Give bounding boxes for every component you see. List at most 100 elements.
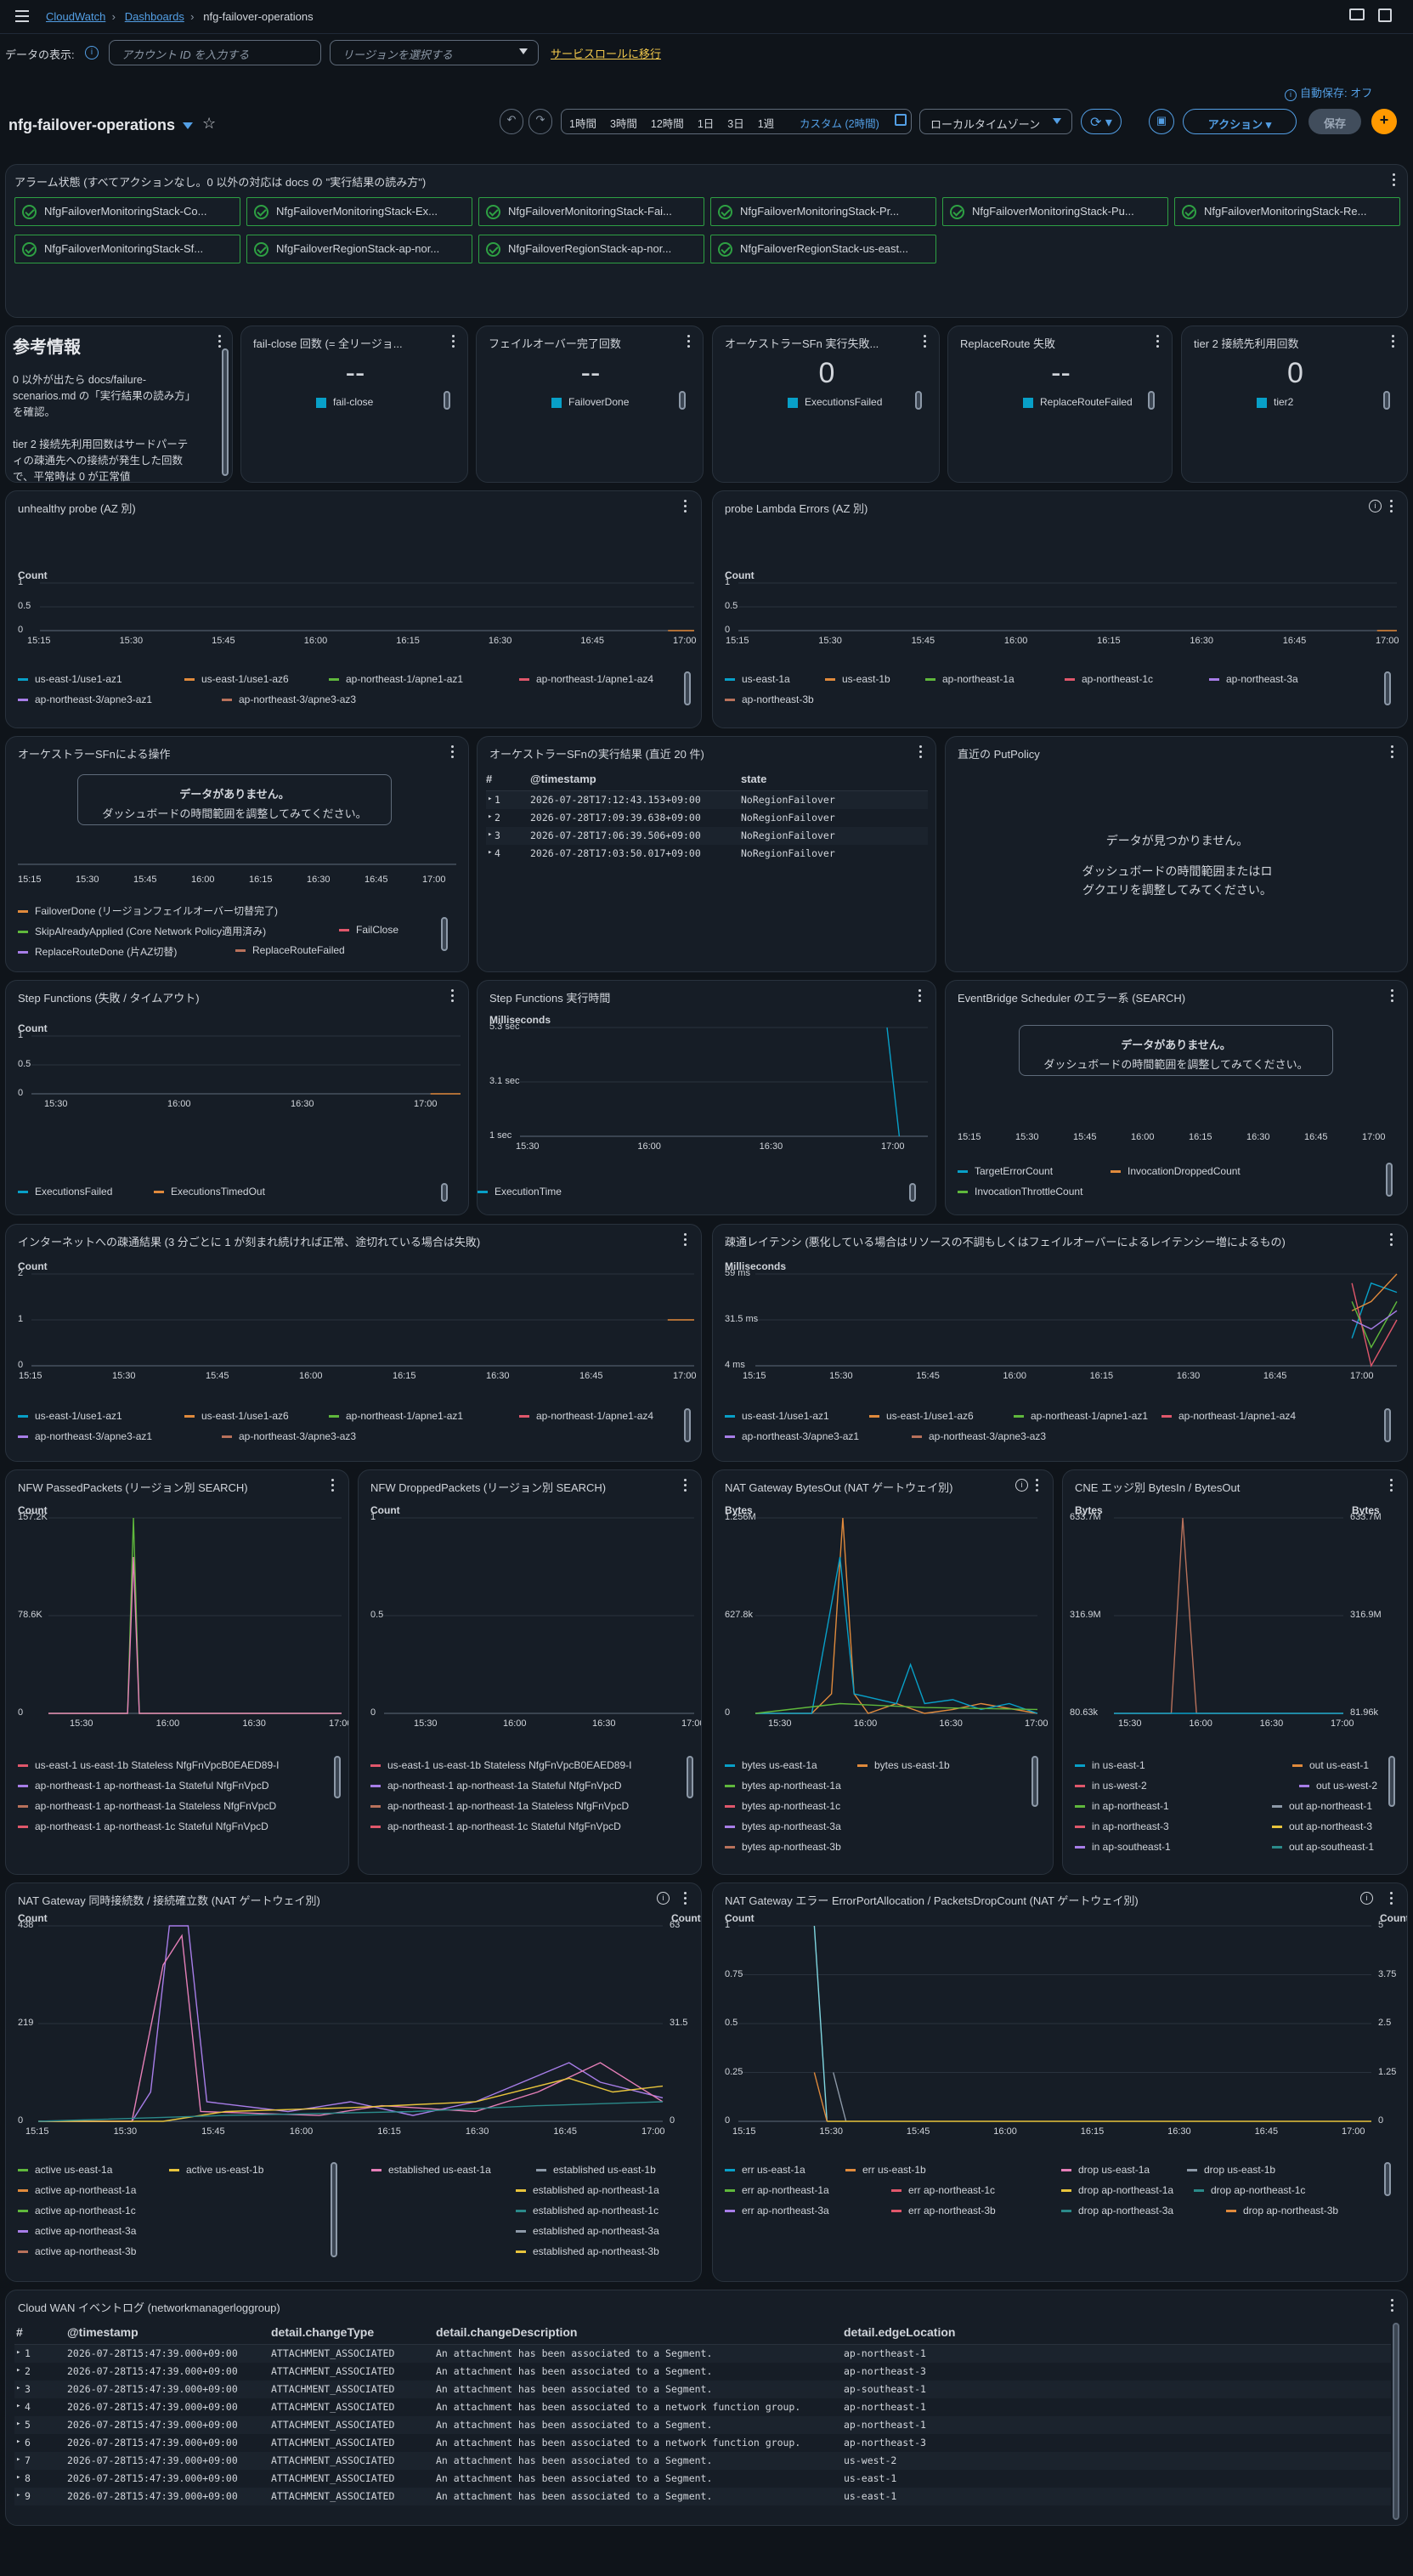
legend-item[interactable]: out ap-southeast-1: [1272, 1841, 1374, 1853]
legend-item[interactable]: err us-east-1b: [845, 2164, 926, 2176]
column-header[interactable]: #: [16, 2325, 23, 2339]
legend-item[interactable]: us-east-1/use1-az6: [184, 1410, 289, 1422]
scrollbar[interactable]: [1388, 1756, 1395, 1807]
legend-item[interactable]: established ap-northeast-3b: [516, 2245, 659, 2257]
legend-item[interactable]: in ap-northeast-1: [1075, 1800, 1169, 1812]
column-header[interactable]: detail.edgeLocation: [844, 2325, 956, 2339]
dashboard-switch-caret-icon[interactable]: [183, 122, 193, 134]
legend-item[interactable]: active ap-northeast-3b: [18, 2245, 136, 2257]
legend-item[interactable]: bytes us-east-1b: [857, 1759, 950, 1771]
alarm-item[interactable]: NfgFailoverRegionStack-us-east...: [710, 235, 936, 263]
full-screen-button[interactable]: ▣: [1149, 109, 1174, 134]
widget-menu-icon[interactable]: [924, 335, 927, 348]
legend-item[interactable]: ReplaceRouteDone (片AZ切替): [18, 944, 177, 959]
table-row[interactable]: ▸ 1 2026-07-28T15:47:39.000+09:00 ATTACHMEN…: [14, 2345, 1391, 2363]
legend-item[interactable]: active us-east-1b: [169, 2164, 263, 2176]
table-row[interactable]: ▸ 6 2026-07-28T15:47:39.000+09:00 ATTACHMEN…: [14, 2434, 1391, 2452]
table-row[interactable]: ▸ 7 2026-07-28T15:47:39.000+09:00 ATTACHMEN…: [14, 2452, 1391, 2470]
table-row[interactable]: ▸ 4 2026-07-28T15:47:39.000+09:00 ATTACHMEN…: [14, 2398, 1391, 2416]
legend-item[interactable]: ap-northeast-1c: [1065, 673, 1153, 685]
widget-menu-icon[interactable]: [331, 1479, 335, 1492]
legend-item[interactable]: ap-northeast-1a: [925, 673, 1015, 685]
legend-item[interactable]: err ap-northeast-1a: [725, 2184, 829, 2196]
expand-row-icon[interactable]: ▸: [16, 2455, 21, 2464]
alarm-item[interactable]: NfgFailoverMonitoringStack-Ex...: [246, 197, 472, 226]
legend-item[interactable]: active ap-northeast-3a: [18, 2225, 136, 2237]
legend-item[interactable]: ap-northeast-1/apne1-az4: [519, 1410, 653, 1422]
legend-item[interactable]: established us-east-1a: [371, 2164, 491, 2176]
legend-item[interactable]: TargetErrorCount: [958, 1165, 1053, 1177]
legend-item[interactable]: ap-northeast-3/apne3-az3: [222, 694, 356, 705]
actions-button[interactable]: アクション ▾: [1183, 109, 1297, 134]
legend-item[interactable]: SkipAlreadyApplied (Core Network Policy適…: [18, 924, 266, 938]
legend-item[interactable]: established ap-northeast-3a: [516, 2225, 659, 2237]
expand-row-icon[interactable]: ▸: [488, 795, 493, 803]
table-row[interactable]: ▸ 4 2026-07-28T17:03:50.017+09:00 NoRegionF…: [486, 845, 928, 863]
legend-item[interactable]: err ap-northeast-3b: [891, 2205, 996, 2216]
legend-item[interactable]: us-east-1/use1-az1: [725, 1410, 829, 1422]
legend-item[interactable]: FailoverDone (リージョンフェイルオーバー切替完了): [18, 903, 278, 918]
widget-menu-icon[interactable]: [1390, 500, 1393, 513]
legend-item[interactable]: ap-northeast-1 ap-northeast-1c Stateful …: [370, 1820, 621, 1832]
custom-range-button[interactable]: カスタム (2時間): [800, 118, 879, 130]
legend-item[interactable]: active ap-northeast-1a: [18, 2184, 136, 2196]
scrollbar[interactable]: [1031, 1756, 1038, 1807]
legend-item[interactable]: established ap-northeast-1c: [516, 2205, 658, 2216]
undo-button[interactable]: ↶: [500, 109, 523, 134]
expand-row-icon[interactable]: ▸: [16, 2437, 21, 2446]
legend-item[interactable]: us-east-1/use1-az6: [184, 673, 289, 685]
table-row[interactable]: ▸ 3 2026-07-28T17:06:39.506+09:00 NoRegionF…: [486, 827, 928, 845]
legend-item[interactable]: established ap-northeast-1a: [516, 2184, 659, 2196]
legend-item[interactable]: in us-east-1: [1075, 1759, 1145, 1771]
scrollbar[interactable]: [687, 1756, 693, 1798]
widget-menu-icon[interactable]: [684, 1233, 687, 1247]
legend-item[interactable]: active ap-northeast-1c: [18, 2205, 136, 2216]
widget-menu-icon[interactable]: [684, 1892, 687, 1905]
scrollbar[interactable]: [684, 671, 691, 705]
expand-row-icon[interactable]: ▸: [16, 2473, 21, 2482]
legend-item[interactable]: ap-northeast-1 ap-northeast-1a Stateless…: [18, 1800, 276, 1812]
column-header[interactable]: @timestamp: [67, 2325, 138, 2339]
scrollbar[interactable]: [1383, 391, 1390, 410]
legend-item[interactable]: active us-east-1a: [18, 2164, 112, 2176]
table-row[interactable]: ▸ 5 2026-07-28T15:47:39.000+09:00 ATTACHMEN…: [14, 2416, 1391, 2434]
widget-menu-icon[interactable]: [1391, 989, 1394, 1003]
legend-item[interactable]: ap-northeast-3b: [725, 694, 814, 705]
column-header[interactable]: state: [741, 773, 767, 785]
menu-icon[interactable]: [15, 10, 29, 22]
scrollbar[interactable]: [1384, 2162, 1391, 2196]
scrollbar[interactable]: [1393, 2323, 1399, 2520]
legend-item[interactable]: ap-northeast-1/apne1-az4: [519, 673, 653, 685]
expand-row-icon[interactable]: ▸: [488, 848, 493, 857]
widget-menu-icon[interactable]: [1036, 1479, 1039, 1492]
add-widget-button[interactable]: +: [1371, 109, 1397, 134]
legend-item[interactable]: err ap-northeast-1c: [891, 2184, 995, 2196]
scrollbar[interactable]: [222, 348, 229, 476]
widget-menu-icon[interactable]: [1390, 1479, 1393, 1492]
legend-item[interactable]: ExecutionTime: [478, 1186, 562, 1197]
time-range-option[interactable]: 3日: [727, 118, 744, 130]
legend-item[interactable]: drop ap-northeast-1c: [1194, 2184, 1305, 2196]
widget-menu-icon[interactable]: [1390, 1233, 1393, 1247]
legend-item[interactable]: us-east-1b: [825, 673, 890, 685]
time-range-option[interactable]: 3時間: [609, 118, 637, 130]
calendar-icon[interactable]: [895, 114, 907, 126]
legend-item[interactable]: us-east-1 us-east-1b Stateless NfgFnVpcB…: [370, 1759, 631, 1771]
legend-item[interactable]: ExecutionsTimedOut: [154, 1186, 265, 1197]
legend-item[interactable]: out us-east-1: [1292, 1759, 1369, 1771]
widget-menu-icon[interactable]: [684, 1479, 687, 1492]
legend-item[interactable]: drop ap-northeast-1a: [1061, 2184, 1173, 2196]
scrollbar[interactable]: [334, 1756, 341, 1798]
legend-item[interactable]: ap-northeast-3/apne3-az1: [18, 1430, 152, 1442]
widget-menu-icon[interactable]: [1393, 173, 1396, 187]
legend-item[interactable]: us-east-1a: [725, 673, 790, 685]
time-range-option[interactable]: 1日: [697, 118, 715, 130]
table-row[interactable]: ▸ 9 2026-07-28T15:47:39.000+09:00 ATTACHMEN…: [14, 2488, 1391, 2505]
column-header[interactable]: #: [486, 773, 493, 785]
scrollbar[interactable]: [1386, 1163, 1393, 1197]
legend-item[interactable]: err ap-northeast-3a: [725, 2205, 829, 2216]
widget-menu-icon[interactable]: [684, 500, 687, 513]
legend-item[interactable]: ap-northeast-3/apne3-az1: [725, 1430, 859, 1442]
legend-item[interactable]: ReplaceRouteFailed: [235, 944, 345, 956]
alarm-item[interactable]: NfgFailoverRegionStack-ap-nor...: [478, 235, 704, 263]
